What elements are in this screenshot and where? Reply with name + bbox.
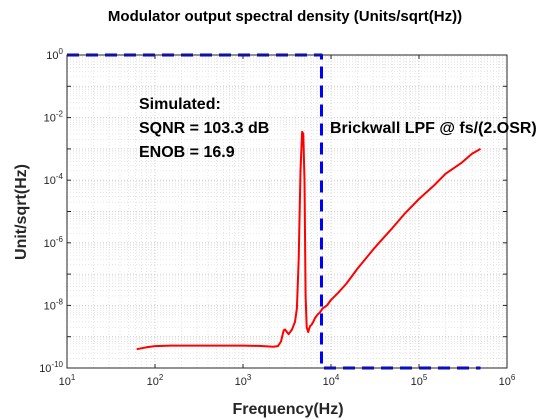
x-tick-label: 104 — [323, 373, 340, 388]
annotation-simulated: Simulated: — [139, 96, 221, 113]
x-tick-label: 103 — [235, 373, 252, 388]
x-tick-label: 102 — [147, 373, 164, 388]
y-tick-label: 10-10 — [39, 360, 63, 375]
annotation-enob: ENOB = 16.9 — [139, 144, 235, 161]
y-tick-label: 10-2 — [44, 110, 64, 125]
y-tick-label: 100 — [46, 47, 63, 62]
y-tick-label: 10-4 — [44, 172, 64, 187]
x-tick-label: 105 — [411, 373, 428, 388]
x-tick-labels: 101 102 103 104 105 106 — [59, 373, 516, 388]
x-tick-label: 106 — [499, 373, 516, 388]
annotation-lpf: Brickwall LPF @ fs/(2.OSR) — [330, 120, 537, 137]
chart-title: Modulator output spectral density (Units… — [108, 8, 462, 25]
x-axis-label: Frequency(Hz) — [232, 401, 343, 418]
series-spectrum-line — [136, 130, 481, 351]
axis-ticks — [66, 54, 508, 369]
annotation-sqnr: SQNR = 103.3 dB — [139, 120, 269, 137]
y-axis-label: Unit/sqrt(Hz) — [13, 164, 30, 260]
y-tick-labels: 10-10 10-8 10-6 10-4 10-2 100 — [39, 47, 63, 375]
y-tick-label: 10-6 — [44, 235, 64, 250]
y-tick-label: 10-8 — [44, 297, 64, 312]
x-tick-label: 101 — [59, 373, 76, 388]
